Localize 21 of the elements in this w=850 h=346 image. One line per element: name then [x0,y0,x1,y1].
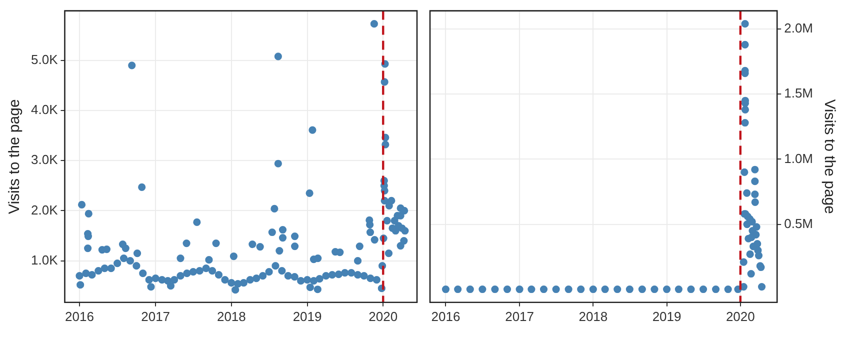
y-tick-label: 1.0K [30,252,58,268]
y2-tick-label: 1.5M [784,86,814,101]
y2-tick-label: 0.5M [784,216,814,231]
x-tick-label: 2018 [578,308,608,324]
y-tick-label: 2.0K [30,202,58,218]
x-tick-label: 2019 [652,308,682,324]
x-tick-label: 2016 [65,308,94,324]
x-tick-label: 2017 [505,308,534,324]
x-tick-label: 2020 [726,308,755,324]
y-tick-label: 4.0K [30,102,58,118]
y-axis-title: Visits to the page [6,99,24,214]
x-tick-label: 2018 [216,308,246,324]
y2-axis-title: Visits to the page [820,99,838,214]
x-tick-label: 2017 [141,308,170,324]
y-tick-label: 3.0K [30,152,58,168]
y2-tick-label: 1.0M [784,150,814,166]
x-tick-label: 2016 [431,308,460,324]
y-tick-label: 5.0K [30,52,58,67]
x-tick-label: 2020 [368,308,398,324]
x-tick-label: 2019 [292,308,322,324]
y2-tick-label: 2.0M [784,20,814,36]
